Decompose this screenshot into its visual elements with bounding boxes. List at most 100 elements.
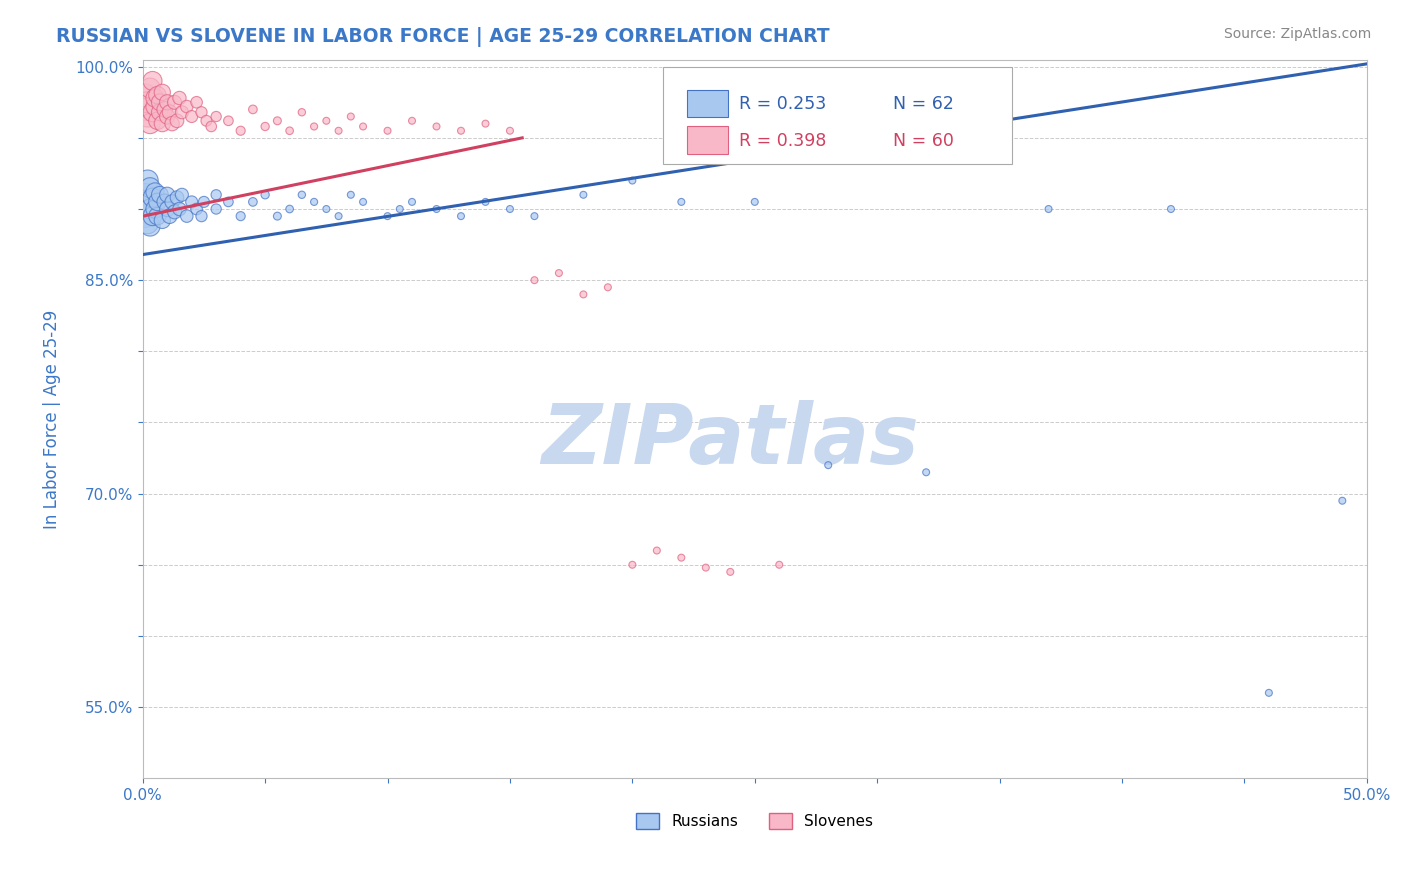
Point [146, 88, 169, 103]
Point [340, 110, 363, 124]
Point [302, 120, 325, 134]
Point [190, 209, 212, 223]
Point [205, 187, 228, 202]
Point [136, 194, 159, 209]
Point [180, 194, 202, 209]
Point [156, 187, 179, 202]
Point [190, 105, 212, 120]
Point [401, 113, 423, 128]
Point [163, 205, 186, 219]
Bar [688, 90, 728, 117]
Point [139, 202, 162, 216]
Text: N = 60: N = 60 [893, 132, 953, 150]
Point [352, 120, 374, 134]
Point [377, 124, 399, 138]
Point [388, 202, 411, 216]
Point [153, 103, 176, 117]
Point [136, 173, 159, 187]
Point [315, 202, 337, 216]
Point [134, 103, 156, 117]
Point [1331, 493, 1354, 508]
Point [143, 99, 166, 113]
Point [150, 213, 173, 227]
Point [621, 558, 644, 572]
Point [328, 209, 350, 223]
Point [450, 209, 472, 223]
Point [278, 202, 301, 216]
Point [149, 187, 172, 202]
Point [136, 216, 159, 230]
Point [266, 113, 288, 128]
Point [160, 194, 183, 209]
Point [146, 209, 169, 223]
Point [1257, 686, 1279, 700]
Point [768, 558, 790, 572]
Point [166, 113, 188, 128]
Point [645, 543, 668, 558]
Point [523, 273, 546, 287]
Point [695, 560, 717, 574]
Point [266, 209, 288, 223]
Point [401, 194, 423, 209]
Point [425, 202, 447, 216]
Point [170, 105, 193, 120]
Point [195, 113, 218, 128]
Point [166, 191, 188, 205]
Point [572, 287, 595, 301]
Point [523, 209, 546, 223]
Point [915, 465, 938, 479]
Text: R = 0.253: R = 0.253 [740, 95, 827, 113]
Point [302, 194, 325, 209]
Point [450, 124, 472, 138]
Point [159, 105, 181, 120]
Point [242, 103, 264, 117]
Text: RUSSIAN VS SLOVENE IN LABOR FORCE | AGE 25-29 CORRELATION CHART: RUSSIAN VS SLOVENE IN LABOR FORCE | AGE … [56, 27, 830, 46]
Point [139, 219, 162, 233]
Point [229, 124, 252, 138]
Point [671, 550, 693, 565]
Point [718, 565, 741, 579]
Point [474, 194, 496, 209]
Point [474, 117, 496, 131]
Point [315, 113, 337, 128]
Point [499, 202, 522, 216]
Point [136, 110, 159, 124]
Point [377, 209, 399, 223]
Point [139, 117, 162, 131]
Point [169, 202, 191, 216]
Point [163, 95, 186, 110]
Point [291, 187, 314, 202]
Point [572, 187, 595, 202]
Point [150, 86, 173, 100]
Point [146, 194, 169, 209]
Point [156, 202, 179, 216]
Point [169, 91, 191, 105]
Point [180, 110, 202, 124]
Point [143, 91, 166, 105]
Point [671, 194, 693, 209]
Point [149, 105, 172, 120]
Point [156, 95, 179, 110]
Point [134, 187, 156, 202]
Point [328, 124, 350, 138]
Point [159, 209, 181, 223]
Point [278, 124, 301, 138]
Point [141, 209, 163, 223]
Point [200, 120, 222, 134]
Point [1160, 202, 1182, 216]
Point [205, 110, 228, 124]
Point [193, 194, 215, 209]
Point [153, 194, 176, 209]
Point [1038, 202, 1060, 216]
Point [149, 95, 172, 110]
Point [176, 209, 198, 223]
Bar [688, 127, 728, 153]
Text: Source: ZipAtlas.com: Source: ZipAtlas.com [1223, 27, 1371, 41]
Point [141, 105, 163, 120]
Y-axis label: In Labor Force | Age 25-29: In Labor Force | Age 25-29 [44, 310, 60, 529]
Point [134, 88, 156, 103]
Point [621, 173, 644, 187]
Point [143, 185, 166, 199]
Point [352, 194, 374, 209]
Legend: Russians, Slovenes: Russians, Slovenes [630, 807, 879, 835]
